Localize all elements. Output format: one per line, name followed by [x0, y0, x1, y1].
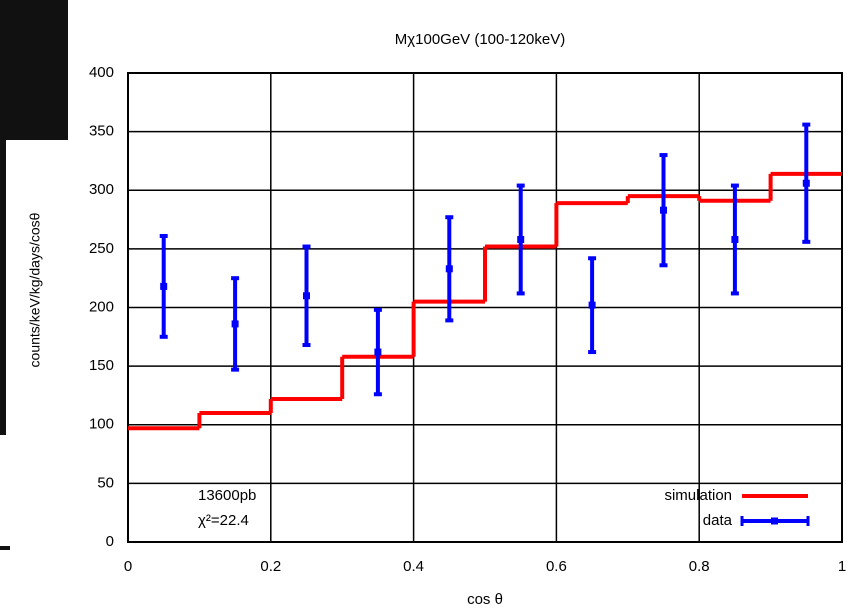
data-point — [445, 265, 453, 273]
annotation: 13600pb — [198, 487, 256, 504]
chart-title: Mχ100GeV (100-120keV) — [395, 31, 565, 48]
x-axis-label: cos θ — [467, 591, 503, 608]
y-tick-label: 100 — [89, 416, 114, 433]
annotation: χ²=22.4 — [198, 512, 249, 529]
x-tick-label: 0.8 — [689, 558, 710, 575]
data-point — [731, 235, 739, 243]
plot-border — [127, 72, 843, 543]
x-tick-label: 0 — [124, 558, 132, 575]
y-tick-label: 50 — [97, 474, 114, 491]
background-shade — [0, 140, 6, 435]
data-point — [517, 235, 525, 243]
y-tick-label: 400 — [89, 64, 114, 81]
background-shade — [0, 546, 10, 550]
y-tick-label: 200 — [89, 298, 114, 315]
y-tick-label: 350 — [89, 123, 114, 140]
y-tick-label: 300 — [89, 181, 114, 198]
data-point — [160, 282, 168, 290]
x-tick-label: 0.6 — [546, 558, 567, 575]
y-tick-label: 250 — [89, 240, 114, 257]
data-point — [303, 292, 310, 300]
y-tick-label: 0 — [106, 533, 114, 550]
data-point — [588, 301, 596, 309]
legend-label: simulation — [664, 487, 732, 504]
x-tick-label: 0.2 — [260, 558, 281, 575]
legend-label: data — [703, 512, 733, 529]
y-axis-label: counts/keV/kg/days/cosθ — [27, 212, 43, 367]
legend-swatch — [771, 517, 778, 525]
background-shade — [0, 0, 68, 140]
data-point — [802, 179, 810, 187]
data-point — [660, 206, 667, 214]
y-tick-label: 150 — [89, 357, 114, 374]
data-point — [374, 348, 382, 356]
x-tick-label: 0.4 — [403, 558, 424, 575]
data-point — [231, 320, 239, 328]
x-tick-label: 1 — [838, 558, 846, 575]
